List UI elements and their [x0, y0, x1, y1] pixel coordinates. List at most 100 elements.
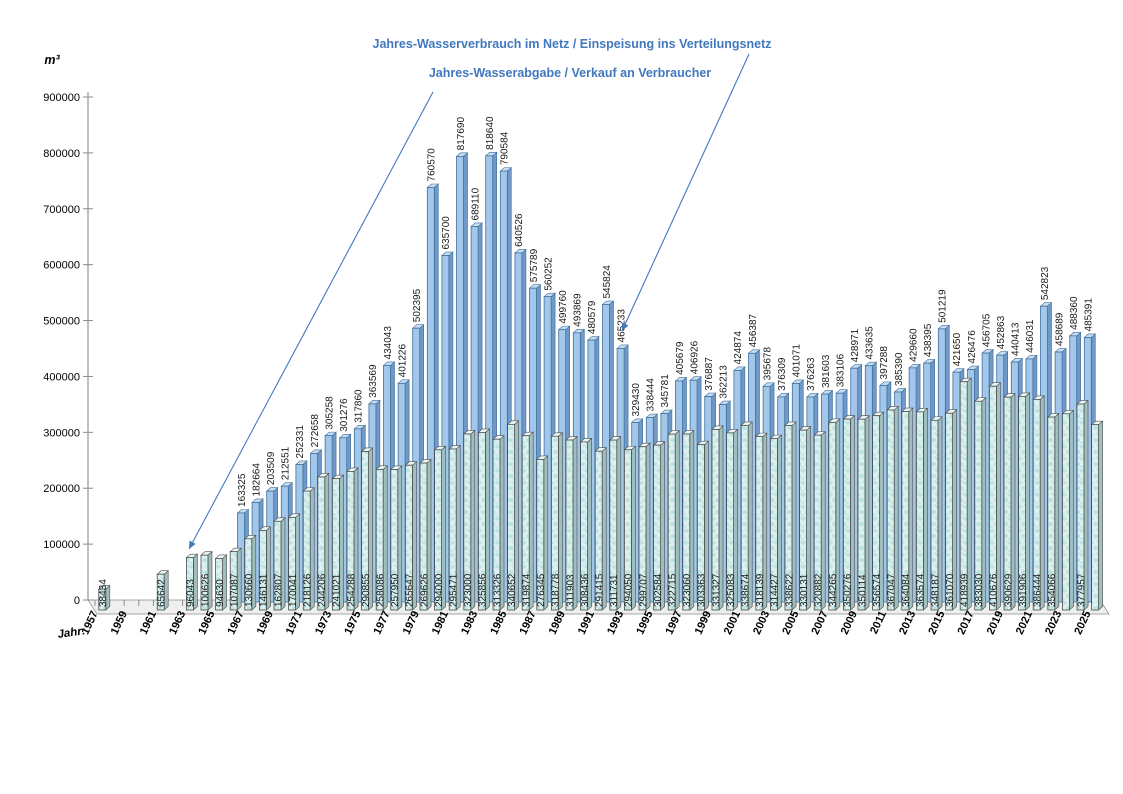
label-einspeisung-1994: 329430	[631, 383, 642, 417]
bar-verkauf-2008	[843, 418, 851, 611]
bar-verkauf-2010	[872, 415, 880, 611]
series2-title: Jahres-Wasserabgabe / Verkauf an Verbrau…	[429, 66, 711, 80]
ytick-label-300000: 300000	[43, 427, 80, 439]
label-einspeisung-2008: 383106	[835, 353, 846, 387]
bar-verkauf-1967	[244, 538, 253, 611]
bar-verkauf-1974	[346, 471, 355, 611]
label-einspeisung-2024: 488360	[1069, 296, 1080, 330]
bar-verkauf-2015	[945, 412, 953, 611]
label-verkauf-1999: 331327	[711, 573, 722, 607]
bar-verkauf-1979	[419, 462, 428, 611]
label-verkauf-2024: 377957	[1076, 573, 1087, 607]
bar-verkauf-1982	[463, 433, 472, 611]
bar-verkauf-1966	[229, 551, 238, 611]
bar-verkauf-2001	[740, 425, 749, 611]
bar-verkauf-2022	[1047, 416, 1056, 611]
bar-verkauf-2016	[959, 381, 968, 611]
label-verkauf-2004: 338622	[784, 573, 795, 607]
label-einspeisung-1982: 817690	[456, 117, 467, 151]
y-axis-unit-label: m³	[44, 53, 60, 67]
label-verkauf-1993: 294050	[624, 573, 635, 607]
label-einspeisung-2022: 542823	[1040, 266, 1051, 300]
label-einspeisung-1975: 317860	[354, 389, 365, 423]
bar-verkauf-2007	[828, 421, 837, 611]
label-einspeisung-1980: 760570	[427, 148, 438, 182]
label-einspeisung-1968: 182664	[251, 463, 262, 497]
label-verkauf-2005: 330131	[799, 573, 810, 607]
label-verkauf-2011: 367047	[887, 573, 898, 607]
bar-verkauf-1985	[507, 423, 516, 611]
bar-verkauf-1988	[551, 435, 559, 611]
label-verkauf-1990: 308436	[580, 573, 591, 607]
label-verkauf-1991: 291415	[595, 573, 606, 607]
label-verkauf-1975: 290855	[361, 573, 372, 607]
bar-verkauf-1957	[98, 588, 107, 611]
bar-verkauf-1998	[697, 444, 705, 611]
ytick-label-800000: 800000	[43, 148, 80, 160]
bar-verkauf-1975	[361, 451, 370, 611]
label-verkauf-2013: 363574	[916, 573, 927, 607]
label-verkauf-2009: 350114	[857, 574, 868, 607]
bar-verkauf-1971	[302, 490, 311, 611]
ytick-label-400000: 400000	[43, 371, 80, 383]
label-verkauf-2019: 390629	[1003, 573, 1014, 607]
label-verkauf-1992: 311731	[609, 574, 620, 607]
label-einspeisung-2025: 485391	[1084, 298, 1095, 332]
label-verkauf-1977: 257950	[390, 573, 401, 607]
bar-verkauf-1983	[477, 432, 486, 611]
label-verkauf-1976: 258086	[376, 573, 387, 607]
bar-verkauf-2018	[989, 385, 997, 611]
label-verkauf-1985: 340652	[507, 573, 518, 607]
bar-verkauf-1990	[580, 441, 588, 611]
ytick-label-100000: 100000	[43, 539, 80, 551]
bar-verkauf-1987	[536, 458, 545, 611]
label-einspeisung-1986: 640526	[514, 213, 525, 247]
label-verkauf-1978: 265647	[405, 573, 416, 607]
bar-verkauf-2025	[1091, 424, 1099, 611]
label-einspeisung-2011: 397288	[879, 346, 890, 380]
ytick-label-600000: 600000	[43, 260, 80, 272]
label-einspeisung-1997: 405679	[675, 341, 686, 375]
label-verkauf-1964: 100626	[200, 573, 211, 607]
label-einspeisung-1976: 363569	[368, 364, 379, 398]
bar-verkauf-2019	[1003, 396, 1012, 611]
label-einspeisung-2014: 438395	[923, 323, 934, 357]
label-einspeisung-2017: 426476	[967, 330, 978, 364]
label-verkauf-2014: 348187	[930, 573, 941, 607]
bar-verkauf-2009	[857, 418, 866, 611]
label-verkauf-1983: 325856	[478, 573, 489, 607]
label-einspeisung-2015: 501219	[938, 289, 949, 323]
bar-verkauf-2004	[784, 425, 793, 611]
label-verkauf-1965: 94630	[215, 579, 226, 607]
label-verkauf-2000: 325083	[726, 573, 737, 607]
bar-verkauf-2024	[1076, 403, 1085, 611]
label-verkauf-2018: 410676	[989, 573, 1000, 607]
bar-verkauf-1970	[288, 516, 297, 611]
bar-verkauf-2005	[799, 429, 807, 611]
ytick-label-0: 0	[74, 595, 80, 607]
label-einspeisung-1974: 301276	[339, 398, 350, 432]
label-einspeisung-2023: 458689	[1054, 312, 1065, 346]
label-einspeisung-1988: 560252	[543, 257, 554, 291]
bar-verkauf-2021	[1032, 398, 1041, 611]
bar-verkauf-2002	[755, 436, 764, 611]
label-einspeisung-1996: 345781	[660, 374, 671, 408]
label-verkauf-1988: 318778	[551, 573, 562, 607]
series1-title: Jahres-Wasserverbrauch im Netz / Einspei…	[373, 37, 772, 51]
bar-verkauf-1964	[200, 554, 209, 611]
bar-verkauf-1993	[624, 449, 632, 611]
label-einspeisung-2012: 385390	[894, 352, 905, 386]
series2-arrow	[188, 91, 434, 550]
label-einspeisung-2007: 381603	[821, 354, 832, 388]
bar-verkauf-1973	[331, 478, 340, 611]
label-verkauf-1974: 254288	[346, 573, 357, 607]
label-verkauf-2007: 344265	[828, 573, 839, 607]
bar-verkauf-2023	[1062, 413, 1070, 611]
annotation-arrows	[188, 53, 750, 550]
label-verkauf-1979: 269626	[419, 573, 430, 607]
bar-verkauf-1997	[682, 433, 691, 611]
label-einspeisung-2020: 440413	[1011, 322, 1022, 356]
bar-verkauf-2006	[813, 434, 822, 611]
label-einspeisung-1973: 305258	[324, 396, 335, 430]
label-einspeisung-1983: 689110	[470, 187, 481, 220]
